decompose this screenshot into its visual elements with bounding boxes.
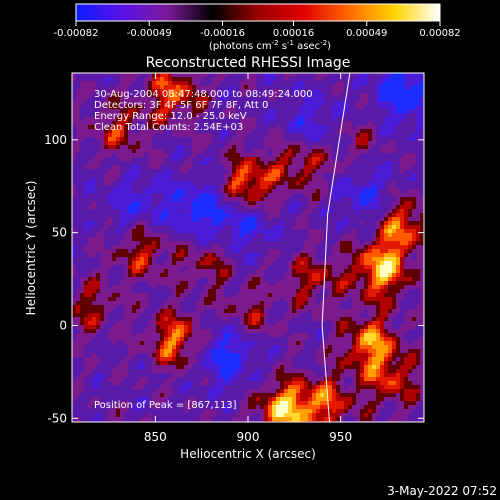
annotation-time-range: 30-Aug-2004 08:47:48.000 to 08:49:24.000 [94,89,313,100]
x-tick-label: 950 [329,430,352,444]
colorbar-tick-label: 0.00016 [273,28,314,39]
axis-ticks: 850 900 950 -50 0 50 100 [44,73,424,444]
footer-timestamp: 3-May-2022 07:52 [387,484,497,498]
colorbar [75,3,441,22]
plot-title: Reconstructed RHESSI Image [146,55,351,71]
colorbar-tick-label: -0.00082 [54,28,99,39]
y-tick-label: 50 [52,226,67,240]
solar-limb-line [321,73,351,422]
peak-position-label: Position of Peak = [867,113] [94,400,237,411]
y-tick-label: 0 [59,318,67,332]
heatmap-image [72,73,424,422]
colorbar-tick-label: -0.00016 [200,28,245,39]
colorbar-tick-label: -0.00049 [127,28,172,39]
y-tick-label: -50 [47,411,67,425]
y-axis-label: Heliocentric Y (arcsec) [24,181,38,316]
y-tick-label: 100 [44,133,67,147]
annotation-energy-range: Energy Range: 12.0 - 25.0 keV [94,111,247,122]
annotation-detectors: Detectors: 3F 4F 5F 6F 7F 8F, Att 0 [94,100,268,111]
x-axis-label: Heliocentric X (arcsec) [180,447,316,461]
annotation-total-counts: Clean Total Counts: 2.54E+03 [94,122,243,133]
colorbar-ticks: -0.00082 -0.00049 -0.00016 0.00016 0.00049 0.… [54,21,461,39]
colorbar-tick-label: 0.00082 [419,28,460,39]
colorbar-units: (photons cm-2 s-1 asec-2) [209,39,331,52]
x-tick-label: 900 [237,430,260,444]
colorbar-tick-label: 0.00049 [346,28,387,39]
x-tick-label: 850 [144,430,167,444]
